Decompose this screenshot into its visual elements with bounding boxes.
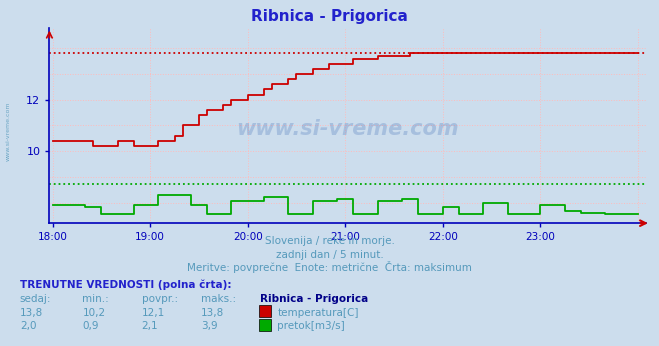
Text: 0,9: 0,9 <box>82 321 99 331</box>
Text: www.si-vreme.com: www.si-vreme.com <box>237 119 459 139</box>
Text: pretok[m3/s]: pretok[m3/s] <box>277 321 345 331</box>
Text: min.:: min.: <box>82 294 109 304</box>
Text: 2,0: 2,0 <box>20 321 36 331</box>
Text: Slovenija / reke in morje.: Slovenija / reke in morje. <box>264 236 395 246</box>
Text: maks.:: maks.: <box>201 294 236 304</box>
Text: Ribnica - Prigorica: Ribnica - Prigorica <box>251 9 408 24</box>
Text: 13,8: 13,8 <box>201 308 224 318</box>
Text: TRENUTNE VREDNOSTI (polna črta):: TRENUTNE VREDNOSTI (polna črta): <box>20 279 231 290</box>
Text: www.si-vreme.com: www.si-vreme.com <box>5 102 11 161</box>
Text: 10,2: 10,2 <box>82 308 105 318</box>
Text: Ribnica - Prigorica: Ribnica - Prigorica <box>260 294 368 304</box>
Text: 13,8: 13,8 <box>20 308 43 318</box>
Text: zadnji dan / 5 minut.: zadnji dan / 5 minut. <box>275 250 384 260</box>
Text: 2,1: 2,1 <box>142 321 158 331</box>
Text: sedaj:: sedaj: <box>20 294 51 304</box>
Text: 12,1: 12,1 <box>142 308 165 318</box>
Text: Meritve: povprečne  Enote: metrične  Črta: maksimum: Meritve: povprečne Enote: metrične Črta:… <box>187 261 472 273</box>
Text: povpr.:: povpr.: <box>142 294 178 304</box>
Text: temperatura[C]: temperatura[C] <box>277 308 359 318</box>
Text: 3,9: 3,9 <box>201 321 217 331</box>
